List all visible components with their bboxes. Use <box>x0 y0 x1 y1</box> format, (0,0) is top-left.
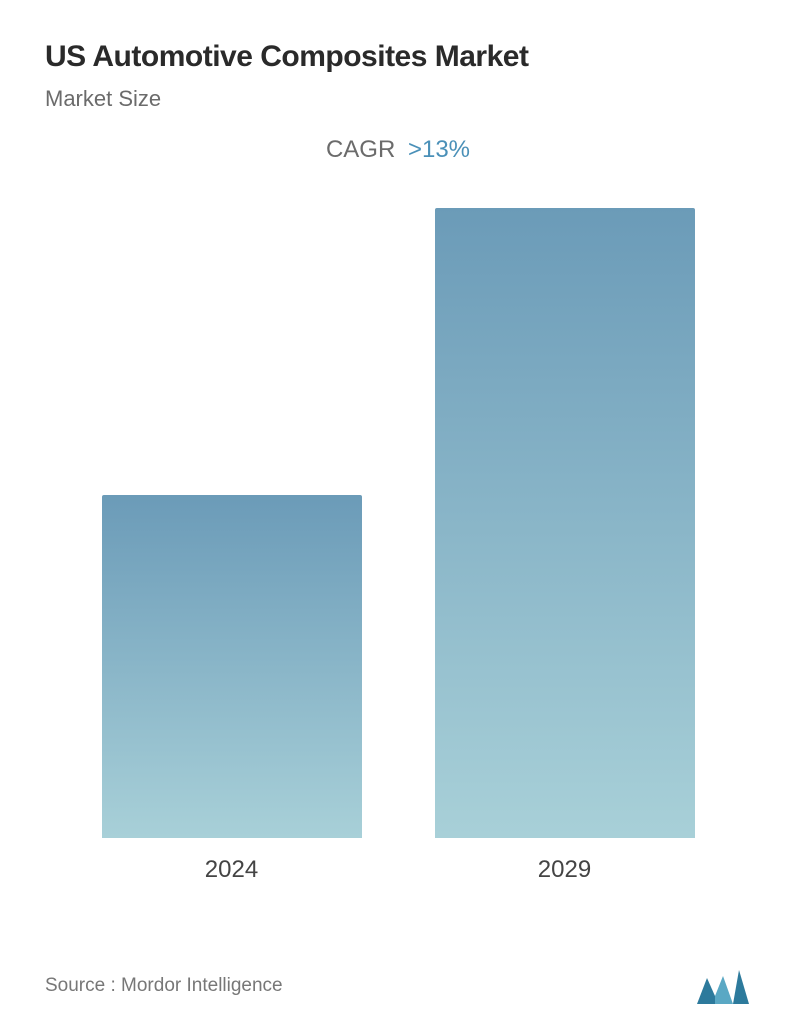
logo-icon <box>695 966 751 1006</box>
cagr-line: CAGR >13% <box>45 136 751 164</box>
bar-label-0: 2024 <box>205 856 258 884</box>
chart-area: 2024 2029 <box>45 204 751 884</box>
bar-0 <box>102 495 362 838</box>
bar-group-0: 2024 <box>102 495 362 884</box>
footer: Source : Mordor Intelligence <box>45 966 751 1006</box>
bar-group-1: 2029 <box>435 208 695 884</box>
source-text: Source : Mordor Intelligence <box>45 975 283 997</box>
cagr-label: CAGR <box>326 136 395 163</box>
bar-label-1: 2029 <box>538 856 591 884</box>
chart-subtitle: Market Size <box>45 86 751 112</box>
chart-title: US Automotive Composites Market <box>45 40 751 74</box>
cagr-value: >13% <box>408 136 470 163</box>
bar-1 <box>435 208 695 838</box>
